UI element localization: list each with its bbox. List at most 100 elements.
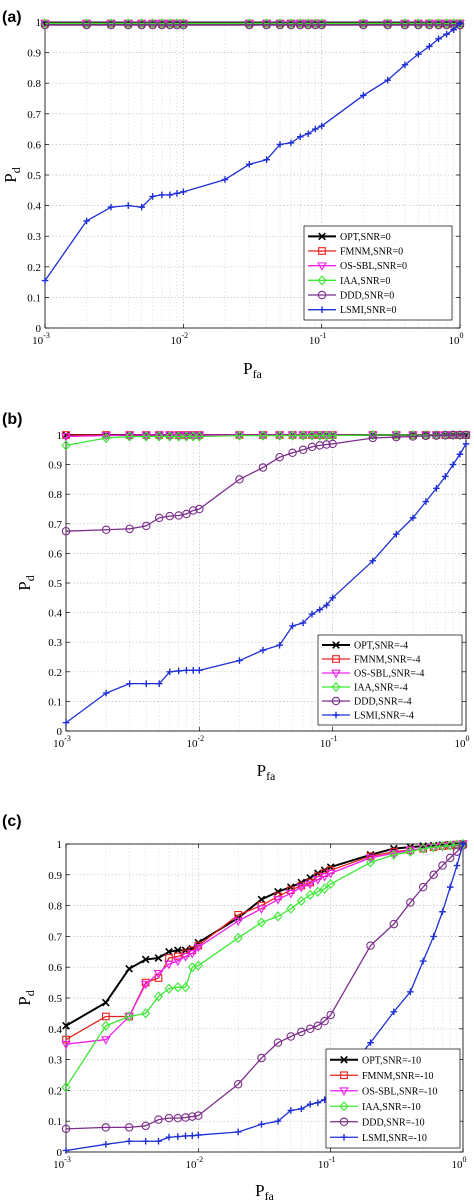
data-point [448, 429, 458, 441]
data-point [173, 952, 182, 961]
data-point [359, 20, 368, 30]
panel-label: (c) [2, 813, 22, 830]
data-point [41, 277, 49, 284]
series-line [65, 443, 467, 724]
data-point [165, 1133, 173, 1141]
data-point [365, 857, 376, 868]
data-point [455, 430, 465, 440]
data-point [182, 509, 191, 519]
data-point [274, 887, 282, 896]
data-point [180, 982, 191, 993]
data-point [142, 680, 150, 687]
data-point [400, 20, 410, 30]
data-point [286, 903, 296, 914]
legend-label: FMNM,SNR=0 [340, 247, 403, 258]
y-tick-label: 0.8 [48, 901, 62, 913]
data-point [304, 130, 312, 137]
y-tick-label: 0.6 [48, 962, 62, 974]
data-point [305, 880, 316, 890]
data-point [323, 601, 330, 609]
y-tick-label: 0.3 [48, 1055, 62, 1067]
data-point [312, 876, 323, 885]
data-point [429, 841, 439, 853]
legend-item: IAA,SNR=-10 [330, 1101, 421, 1113]
x-tick-label: 10-1 [309, 331, 327, 347]
y-tick-label: 0.4 [27, 201, 41, 213]
data-point [287, 1107, 295, 1114]
data-point [101, 1020, 111, 1031]
data-point [450, 26, 457, 33]
data-point [443, 30, 450, 38]
data-point [142, 1137, 149, 1145]
y-tick-label: 0.3 [27, 231, 41, 243]
data-point [263, 156, 270, 163]
data-point [449, 461, 457, 468]
legend-marker [318, 247, 326, 255]
y-tick-label: 0.7 [27, 109, 41, 121]
data-point [124, 202, 132, 209]
data-point [165, 511, 175, 521]
data-point [124, 20, 133, 30]
data-point [422, 498, 430, 505]
data-point [390, 1008, 398, 1016]
data-point [448, 430, 458, 440]
data-point [173, 190, 181, 197]
data-point [285, 889, 296, 899]
data-point [141, 431, 151, 442]
legend-label: LSMI,SNR=-4 [354, 711, 414, 722]
data-point [102, 689, 110, 697]
data-point [62, 719, 70, 727]
y-tick-label: 1 [57, 839, 63, 851]
legend-item: FMNM,SNR=0 [308, 247, 403, 258]
data-point [425, 20, 434, 30]
y-tick-label: 1 [36, 17, 42, 29]
data-point [287, 139, 295, 147]
legend-item: IAA,SNR=-4 [322, 681, 408, 694]
legend: OPT,SNR=0 FMNM,SNR=0 OS-SBL,SNR=0 IAA,SNR=0… [303, 225, 453, 321]
legend-item: LSMI,SNR=-4 [322, 711, 414, 722]
data-point [234, 1128, 242, 1136]
data-point [329, 594, 336, 602]
data-point [148, 20, 157, 30]
data-point [418, 843, 428, 854]
y-axis-label: Pd [1, 167, 23, 182]
data-point [235, 475, 244, 484]
data-point [389, 919, 399, 929]
legend-label: DDD,SNR=0 [340, 291, 394, 302]
y-tick-label: 0 [57, 1147, 63, 1159]
legend-marker [317, 290, 327, 300]
data-point [391, 429, 401, 441]
x-tick-label: 100 [452, 1155, 467, 1171]
data-point [274, 1117, 282, 1125]
data-point [383, 20, 392, 30]
x-axis-label: Pfa [243, 359, 262, 381]
legend-marker [340, 1071, 348, 1080]
panel-c: (c) 0 0.1 0.2 0.3 0.4 0.5 0.6 0.7 0.8 0.9 1 10-3 10-2… [2, 813, 468, 1203]
data-point [142, 521, 151, 531]
legend-item: DDD,SNR=-4 [322, 697, 412, 708]
legend-label: LSMI,SNR=-10 [362, 1133, 427, 1144]
x-tick-label: 10-2 [186, 734, 204, 750]
data-point [273, 896, 283, 905]
y-tick-label: 0 [57, 726, 63, 738]
series-line [65, 845, 464, 1130]
legend-marker [332, 711, 340, 719]
y-tick-label: 0.2 [27, 262, 41, 274]
data-point [258, 463, 268, 472]
panel-label: (b) [2, 411, 22, 428]
data-point [461, 430, 471, 440]
x-axis-label: Pfa [255, 1181, 274, 1203]
y-tick-label: 0.9 [48, 460, 62, 472]
data-point [154, 513, 164, 523]
data-point [421, 431, 431, 441]
y-tick-label: 1 [57, 430, 63, 442]
data-point [181, 431, 191, 442]
legend-item: OPT,SNR=-10 [330, 1055, 421, 1066]
data-point [456, 450, 464, 458]
data-point [434, 20, 443, 30]
data-point [193, 960, 203, 971]
data-point [313, 1021, 323, 1030]
data-point [101, 998, 110, 1007]
y-axis-label: Pd [15, 990, 37, 1005]
data-point [432, 431, 441, 440]
